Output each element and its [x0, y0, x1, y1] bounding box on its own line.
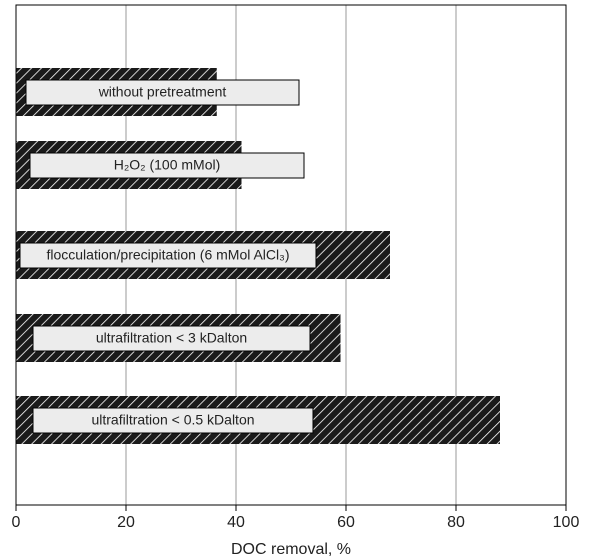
category-label: ultrafiltration < 3 kDalton	[96, 330, 247, 346]
x-tick-label: 80	[447, 514, 465, 531]
plot-frame	[15, 4, 567, 506]
label-box	[32, 407, 314, 434]
label-box	[29, 152, 305, 179]
x-tick-label: 20	[117, 514, 135, 531]
label-box	[32, 325, 311, 352]
x-axis-title: DOC removal, %	[231, 541, 351, 558]
category-label: ultrafiltration < 0.5 kDalton	[91, 412, 254, 428]
category-label: H₂O₂ (100 mMol)	[114, 157, 221, 173]
x-tick-label: 0	[12, 514, 21, 531]
category-label: without pretreatment	[98, 84, 227, 100]
label-box	[25, 79, 300, 106]
label-box	[19, 242, 317, 269]
x-tick-label: 40	[227, 514, 245, 531]
x-tick-label: 60	[337, 514, 355, 531]
x-tick-label: 100	[553, 514, 580, 531]
category-label: flocculation/precipitation (6 mMol AlCl₃…	[46, 247, 289, 263]
